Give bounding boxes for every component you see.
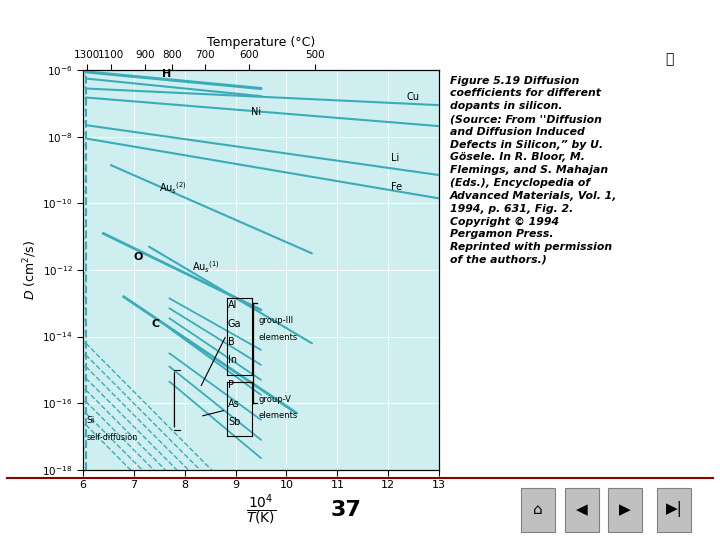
Text: ▶: ▶: [619, 502, 631, 517]
Text: Ga: Ga: [228, 319, 241, 329]
Text: O: O: [134, 252, 143, 262]
Text: group-V: group-V: [258, 395, 292, 403]
Text: Figure 5.19 Diffusion
coefficients for different
dopants in silicon.
(Source: Fr: Figure 5.19 Diffusion coefficients for d…: [450, 76, 617, 265]
Text: Li: Li: [391, 153, 399, 163]
Text: Ni: Ni: [251, 107, 261, 117]
FancyBboxPatch shape: [521, 488, 555, 532]
FancyBboxPatch shape: [608, 488, 642, 532]
Text: B: B: [228, 337, 235, 347]
Text: Au$_s$$^{(1)}$: Au$_s$$^{(1)}$: [192, 260, 220, 275]
Text: Al: Al: [228, 300, 238, 310]
Text: group-III: group-III: [258, 316, 294, 325]
Y-axis label: $D$ (cm$^2$/s): $D$ (cm$^2$/s): [22, 240, 40, 300]
Text: Fe: Fe: [391, 182, 402, 192]
Text: Cu: Cu: [406, 91, 419, 102]
FancyBboxPatch shape: [657, 488, 691, 532]
Text: In: In: [228, 355, 237, 365]
Text: Si: Si: [87, 416, 95, 425]
Text: P: P: [228, 380, 234, 390]
Text: As: As: [228, 399, 240, 409]
Text: ▶|: ▶|: [665, 501, 683, 517]
Text: H: H: [162, 69, 171, 79]
Text: C: C: [151, 319, 160, 329]
Text: 📖: 📖: [665, 52, 674, 66]
Text: 37: 37: [330, 500, 361, 521]
X-axis label: Temperature (°C): Temperature (°C): [207, 36, 315, 49]
FancyBboxPatch shape: [564, 488, 598, 532]
X-axis label: $\dfrac{10^4}{T\mathrm{(K)}}$: $\dfrac{10^4}{T\mathrm{(K)}}$: [246, 491, 276, 526]
Text: elements: elements: [258, 333, 297, 342]
Text: Sb: Sb: [228, 417, 240, 427]
Text: ◀: ◀: [576, 502, 588, 517]
Text: Au$_s$$^{(2)}$: Au$_s$$^{(2)}$: [159, 180, 187, 195]
Text: ⌂: ⌂: [533, 502, 543, 517]
Text: self-diffusion: self-diffusion: [87, 433, 138, 442]
Text: elements: elements: [258, 411, 297, 420]
